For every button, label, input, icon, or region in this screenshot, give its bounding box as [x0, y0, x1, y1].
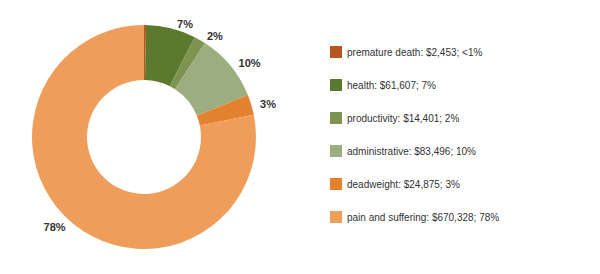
svg-text:deadweight: $24,875; 3%: deadweight: $24,875; 3% [347, 179, 460, 190]
svg-text:10%: 10% [239, 57, 261, 69]
svg-text:administrative: $83,496; 10%: administrative: $83,496; 10% [347, 146, 476, 157]
svg-text:health: $61,607; 7%: health: $61,607; 7% [347, 80, 436, 91]
svg-text:pain and suffering: $670,328;: pain and suffering: $670,328; 78% [347, 212, 499, 223]
svg-text:2%: 2% [207, 30, 223, 42]
svg-text:3%: 3% [260, 98, 276, 110]
svg-text:premature death: $2,453; <1%: premature death: $2,453; <1% [347, 47, 482, 58]
svg-text:productivity: $14,401; 2%: productivity: $14,401; 2% [347, 113, 459, 124]
svg-text:7%: 7% [177, 18, 193, 30]
svg-text:78%: 78% [44, 221, 66, 233]
